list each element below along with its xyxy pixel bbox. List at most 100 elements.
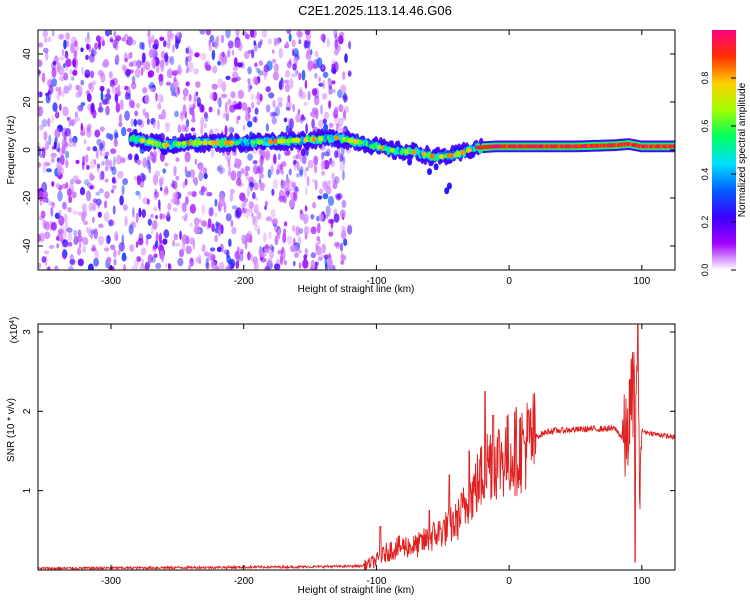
noise-blob (194, 228, 201, 233)
noise-blob (40, 210, 46, 219)
noise-blob (185, 118, 190, 128)
noise-blob (112, 39, 117, 49)
noise-blob (106, 88, 111, 95)
noise-blob (270, 164, 274, 175)
noise-blob (58, 209, 62, 216)
noise-blob (104, 159, 110, 166)
noise-blob (200, 104, 205, 113)
noise-blob (69, 259, 76, 266)
noise-blob (295, 113, 302, 123)
noise-blob (208, 207, 214, 217)
noise-blob (62, 106, 69, 117)
ridge-droplet (444, 187, 450, 195)
noise-blob (131, 81, 137, 90)
noise-blob (83, 179, 90, 186)
noise-blob (123, 33, 129, 39)
noise-blob (177, 124, 182, 133)
noise-blob (97, 211, 102, 218)
noise-blob (163, 40, 167, 48)
ridge-core (334, 135, 340, 141)
noise-blob (255, 166, 262, 175)
noise-blob (100, 90, 104, 102)
noise-blob (83, 155, 88, 166)
noise-blob (89, 158, 96, 169)
noise-blob (234, 209, 240, 218)
noise-blob (317, 256, 323, 261)
noise-blob (166, 68, 173, 79)
noise-blob (267, 168, 272, 179)
noise-blob (334, 106, 339, 115)
noise-blob (212, 261, 218, 270)
noise-blob (83, 139, 87, 145)
noise-blob (158, 199, 161, 209)
noise-blob (307, 90, 311, 101)
noise-blob (104, 191, 110, 199)
noise-blob (136, 119, 143, 126)
noise-blob (283, 228, 287, 235)
noise-blob (217, 60, 222, 66)
noise-blob (322, 181, 328, 191)
noise-blob (328, 100, 331, 109)
noise-blob (188, 93, 192, 102)
noise-blob (318, 119, 324, 128)
noise-blob (138, 207, 142, 218)
noise-blob (160, 95, 164, 103)
chart-title: C2E1.2025.113.14.46.G06 (298, 3, 452, 18)
noise-blob (39, 199, 43, 206)
y-tick-label: -40 (22, 238, 33, 253)
noise-blob (180, 110, 185, 116)
snr-y-ticks: 1 2 3 (22, 329, 675, 493)
y-tick-label: 3 (22, 329, 33, 335)
noise-blob (110, 148, 117, 155)
noise-blob (173, 69, 180, 75)
noise-blob (241, 208, 246, 214)
noise-blob (61, 145, 66, 155)
noise-blob (343, 238, 348, 247)
noise-blob (289, 78, 294, 89)
noise-blob (173, 233, 178, 241)
noise-blob (117, 90, 122, 97)
noise-blob (44, 37, 48, 43)
noise-blob (306, 176, 310, 187)
noise-blob (101, 61, 108, 68)
noise-blob (90, 174, 95, 181)
noise-blob (101, 99, 108, 105)
noise-blob (38, 59, 43, 67)
noise-blob (92, 216, 95, 223)
noise-blob (277, 229, 281, 240)
noise-blob (164, 122, 171, 127)
noise-blob (240, 168, 245, 175)
noise-blob (305, 123, 308, 135)
noise-blob (243, 200, 247, 206)
noise-blob (68, 207, 72, 213)
noise-blob (135, 190, 140, 196)
noise-blob (298, 35, 302, 44)
colorbar-tick-label: 0.0 (700, 264, 710, 277)
noise-blob (291, 181, 296, 188)
noise-blob (195, 257, 202, 264)
noise-blob (47, 117, 51, 127)
noise-blob (173, 165, 177, 177)
noise-blob (195, 81, 201, 88)
noise-blob (141, 257, 144, 268)
noise-blob (331, 80, 336, 85)
noise-blob (315, 261, 318, 270)
noise-blob (234, 250, 240, 260)
noise-blob (299, 209, 303, 215)
noise-blob (265, 86, 271, 93)
noise-blob (331, 264, 336, 270)
noise-blob (331, 172, 335, 180)
noise-blob (122, 178, 128, 186)
noise-blob (181, 124, 187, 132)
noise-blob (38, 106, 44, 117)
noise-blob (99, 171, 102, 181)
ridge-core (250, 139, 256, 145)
noise-blob (150, 151, 153, 160)
ridge-droplet (427, 168, 432, 176)
noise-blob (248, 182, 255, 188)
noise-blob (321, 64, 325, 71)
noise-blob (327, 257, 333, 268)
noise-blob (174, 242, 181, 247)
spectrogram-x-label: Height of straight line (km) (298, 284, 415, 295)
noise-blob (181, 215, 187, 220)
